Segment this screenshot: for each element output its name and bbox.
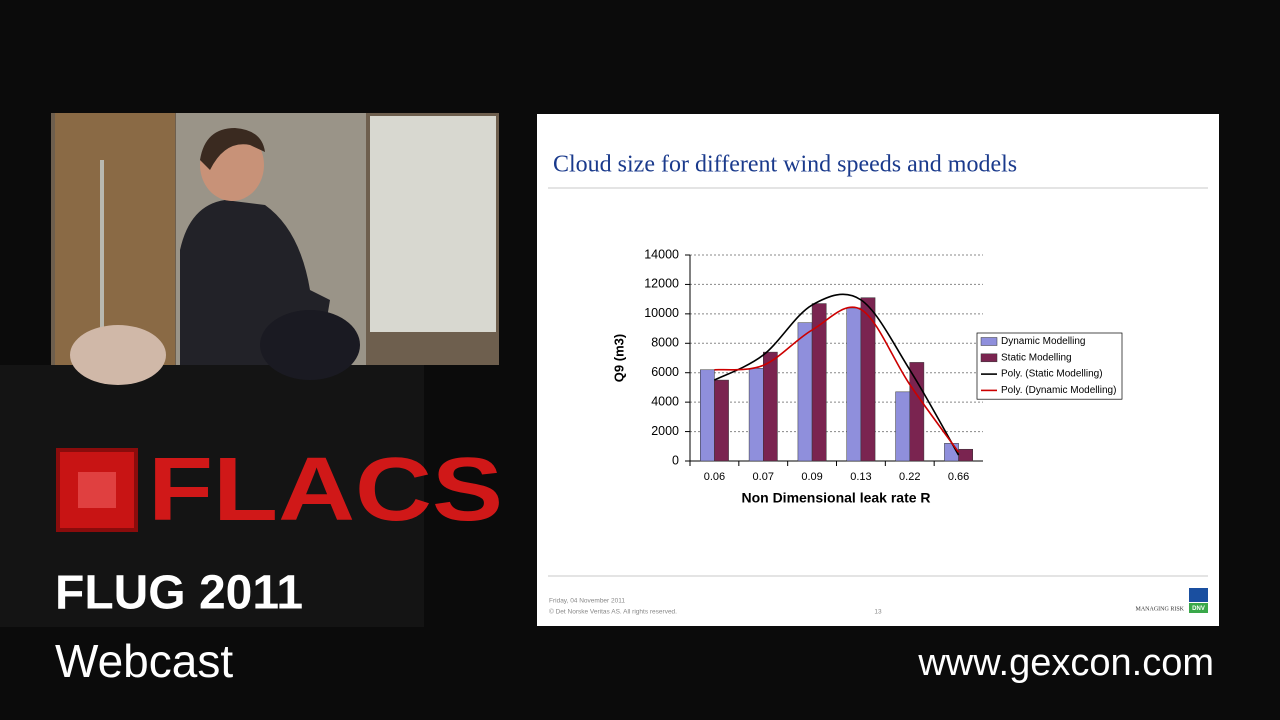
chart: Q9 (m3) Non Dimensional leak rate R 0 200… (611, 247, 1123, 506)
legend-label: Dynamic Modelling (1001, 336, 1085, 347)
legend-swatch (980, 337, 998, 346)
legend-label: Poly. (Dynamic Modelling) (1001, 385, 1116, 396)
y-tick-label: 8000 (651, 336, 679, 350)
bar (860, 297, 876, 462)
x-tick-label: 0.09 (801, 471, 822, 483)
y-tick-label: 12000 (644, 277, 679, 291)
legend-label: Poly. (Static Modelling) (1001, 369, 1103, 380)
logo-text: DNV (1192, 606, 1205, 612)
y-tick-label: 6000 (651, 365, 679, 379)
x-tick-label: 0.07 (753, 471, 774, 483)
bar (958, 448, 973, 462)
slide-title: Cloud size for different wind speeds and… (553, 152, 1017, 178)
event-name: FLUG 2011 (55, 567, 303, 620)
y-tick-label: 4000 (651, 394, 679, 408)
y-tick-label: 10000 (644, 306, 679, 320)
audience-head (260, 310, 360, 380)
bar (895, 391, 910, 462)
footer-copyright: © Det Norske Veritas AS. All rights rese… (549, 608, 677, 616)
x-axis-title: Non Dimensional leak rate R (741, 490, 930, 506)
y-tick-label: 14000 (644, 247, 679, 261)
footer-brand: MANAGING RISK (1135, 606, 1184, 612)
y-axis-title: Q9 (m3) (611, 334, 626, 382)
bar (748, 368, 764, 462)
bar (700, 369, 715, 462)
bar (763, 351, 778, 462)
website[interactable]: www.gexcon.com (917, 642, 1214, 684)
logo-mark (1189, 588, 1208, 602)
legend-box (976, 332, 1123, 400)
logo-text: FLACS (148, 440, 503, 540)
x-tick-label: 0.66 (948, 471, 969, 483)
door (55, 113, 175, 365)
page-number: 13 (874, 609, 882, 616)
trend-line (714, 293, 960, 456)
bar (811, 303, 827, 462)
x-tick-label: 0.13 (850, 471, 871, 483)
legend-label: Static Modelling (1001, 352, 1072, 363)
y-tick-label: 0 (672, 453, 679, 467)
x-tick-label: 0.22 (899, 471, 920, 483)
audience-head (70, 325, 166, 385)
event-format: Webcast (55, 635, 233, 687)
bar (846, 307, 862, 462)
logo-cube-face (78, 472, 116, 508)
logo-band (1189, 603, 1208, 613)
camera-view (51, 113, 499, 385)
legend-swatch (980, 353, 998, 363)
person-hair (200, 128, 265, 170)
bar (714, 379, 729, 462)
bar (797, 322, 813, 462)
flacs-logo: FLACS (56, 440, 503, 540)
bar (909, 362, 925, 462)
footer-date: Friday, 04 November 2011 (549, 598, 625, 605)
trend-line (714, 306, 960, 453)
y-tick-label: 2000 (651, 424, 679, 438)
door-handle (100, 160, 104, 330)
x-tick-label: 0.06 (704, 471, 725, 483)
whiteboard (370, 116, 496, 332)
